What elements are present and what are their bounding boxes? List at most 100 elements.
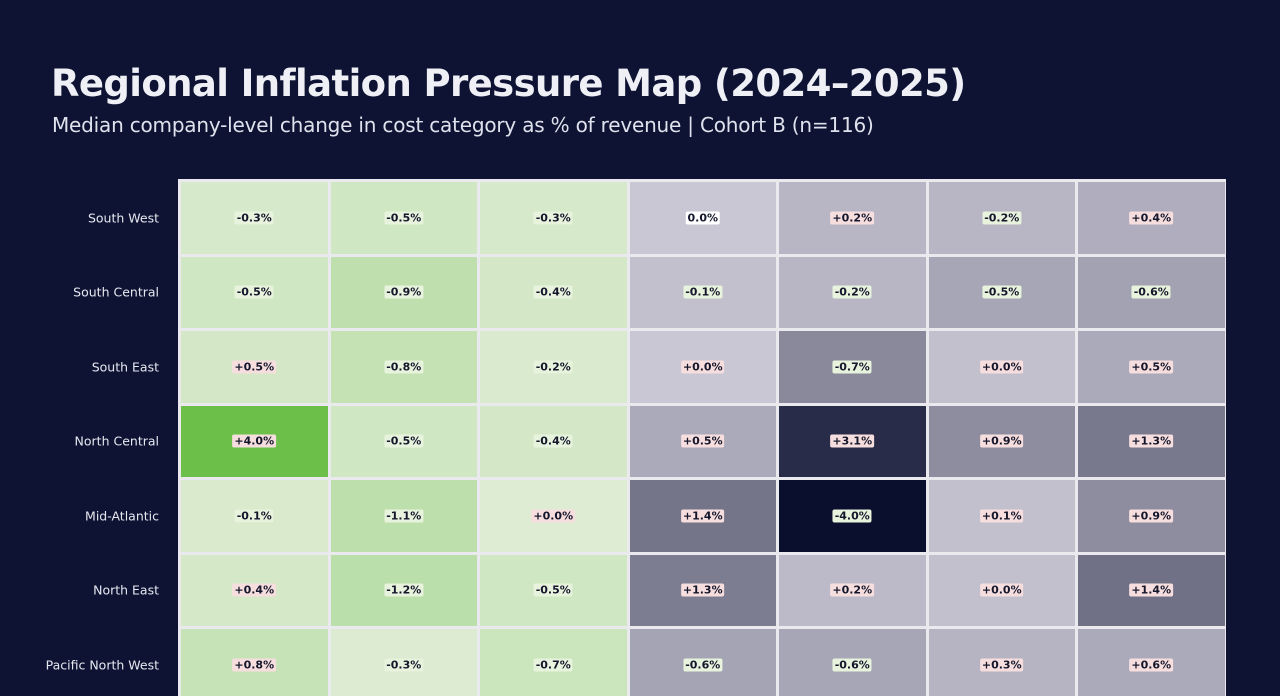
- cell-value-label: +1.3%: [680, 583, 725, 597]
- heatmap-cell: -0.3%: [330, 629, 477, 696]
- cell-value-label: +0.2%: [830, 583, 875, 597]
- row-label: South Central: [73, 284, 159, 300]
- cell-value-label: -0.2%: [982, 211, 1022, 225]
- cell-value-label: -1.1%: [384, 509, 424, 523]
- cell-value-label: -0.8%: [384, 360, 424, 374]
- cell-value-label: -1.2%: [384, 583, 424, 597]
- cell-value-label: +0.1%: [979, 509, 1024, 523]
- heatmap-cell: +1.4%: [629, 480, 776, 552]
- heatmap-cell: -0.6%: [629, 629, 776, 696]
- cell-value-label: +3.1%: [830, 434, 875, 448]
- cell-value-label: +0.4%: [1129, 211, 1174, 225]
- heatmap-cell: -0.2%: [480, 331, 627, 403]
- heatmap-cell: -0.5%: [181, 256, 328, 328]
- heatmap-cell: -0.6%: [1078, 256, 1225, 328]
- heatmap-cell: -0.3%: [480, 182, 627, 254]
- row-label: North Central: [74, 433, 159, 449]
- heatmap-cell: -0.4%: [480, 256, 627, 328]
- heatmap-cell: +0.5%: [181, 331, 328, 403]
- cell-value-label: -0.4%: [533, 434, 573, 448]
- heatmap-cell: -0.6%: [779, 629, 926, 696]
- cell-value-label: -0.5%: [533, 583, 573, 597]
- heatmap-cell: +0.2%: [779, 182, 926, 254]
- heatmap-cell: +0.4%: [1078, 182, 1225, 254]
- cell-value-label: +0.2%: [830, 211, 875, 225]
- heatmap-cell: -0.4%: [480, 405, 627, 477]
- heatmap-cell: +0.3%: [928, 629, 1075, 696]
- heatmap-cell: +0.5%: [629, 405, 776, 477]
- cell-value-label: +4.0%: [232, 434, 277, 448]
- cell-value-label: -0.3%: [533, 211, 573, 225]
- heatmap-cell: +4.0%: [181, 405, 328, 477]
- heatmap-cell: +0.1%: [928, 480, 1075, 552]
- cell-value-label: -0.1%: [683, 285, 723, 299]
- cell-value-label: -0.2%: [533, 360, 573, 374]
- cell-value-label: -0.2%: [832, 285, 872, 299]
- heatmap-cell: -0.5%: [330, 405, 477, 477]
- heatmap-cell: -0.2%: [779, 256, 926, 328]
- cell-value-label: -0.6%: [683, 658, 723, 672]
- heatmap-cell: -0.8%: [330, 331, 477, 403]
- heatmap-cell: +0.0%: [928, 554, 1075, 626]
- cell-value-label: +0.0%: [979, 583, 1024, 597]
- cell-value-label: +0.8%: [232, 658, 277, 672]
- chart-title: Regional Inflation Pressure Map (2024–20…: [51, 62, 966, 105]
- cell-value-label: +0.9%: [979, 434, 1024, 448]
- cell-value-label: +0.0%: [680, 360, 725, 374]
- cell-value-label: 0.0%: [685, 211, 721, 225]
- heatmap-cell: -1.1%: [330, 480, 477, 552]
- heatmap-cell: +1.3%: [1078, 405, 1225, 477]
- heatmap-cell: +0.5%: [1078, 331, 1225, 403]
- cell-value-label: +1.4%: [1129, 583, 1174, 597]
- heatmap-cell: +3.1%: [779, 405, 926, 477]
- cell-value-label: +0.5%: [680, 434, 725, 448]
- cell-value-label: -0.1%: [234, 509, 274, 523]
- row-label: Mid-Atlantic: [85, 508, 159, 524]
- heatmap-cell: +0.6%: [1078, 629, 1225, 696]
- cell-value-label: +0.4%: [232, 583, 277, 597]
- cell-value-label: -0.3%: [384, 658, 424, 672]
- heatmap-cell: -0.9%: [330, 256, 477, 328]
- cell-value-label: +1.3%: [1129, 434, 1174, 448]
- heatmap-cell: -0.5%: [928, 256, 1075, 328]
- cell-value-label: -0.5%: [982, 285, 1022, 299]
- row-label: Pacific North West: [45, 657, 159, 673]
- cell-value-label: -0.7%: [533, 658, 573, 672]
- heatmap-cell: -0.5%: [330, 182, 477, 254]
- heatmap-cell: +0.8%: [181, 629, 328, 696]
- cell-value-label: +0.0%: [979, 360, 1024, 374]
- heatmap-cell: +0.2%: [779, 554, 926, 626]
- heatmap-cell: +0.9%: [928, 405, 1075, 477]
- heatmap-cell: -0.2%: [928, 182, 1075, 254]
- cell-value-label: -0.5%: [384, 434, 424, 448]
- cell-value-label: -0.3%: [234, 211, 274, 225]
- heatmap-cell: +0.9%: [1078, 480, 1225, 552]
- heatmap-cell: -0.7%: [779, 331, 926, 403]
- heatmap-cell: -0.7%: [480, 629, 627, 696]
- cell-value-label: -0.5%: [234, 285, 274, 299]
- heatmap-cell: -0.5%: [480, 554, 627, 626]
- heatmap-cell: +1.4%: [1078, 554, 1225, 626]
- cell-value-label: +0.5%: [232, 360, 277, 374]
- heatmap-cell: +0.0%: [928, 331, 1075, 403]
- heatmap-cell: -4.0%: [779, 480, 926, 552]
- row-label: North East: [93, 582, 159, 598]
- heatmap-cell: 0.0%: [629, 182, 776, 254]
- cell-value-label: -0.4%: [533, 285, 573, 299]
- heatmap-cell: -0.3%: [181, 182, 328, 254]
- heatmap-cell: -0.1%: [629, 256, 776, 328]
- cell-value-label: +0.0%: [531, 509, 576, 523]
- cell-value-label: -0.9%: [384, 285, 424, 299]
- heatmap-cell: +1.3%: [629, 554, 776, 626]
- cell-value-label: +0.3%: [979, 658, 1024, 672]
- cell-value-label: -0.6%: [1131, 285, 1171, 299]
- cell-value-label: +0.5%: [1129, 360, 1174, 374]
- cell-value-label: +1.4%: [680, 509, 725, 523]
- heatmap-cell: -1.2%: [330, 554, 477, 626]
- cell-value-label: -4.0%: [832, 509, 872, 523]
- chart-subtitle: Median company-level change in cost cate…: [52, 113, 874, 137]
- cell-value-label: +0.6%: [1129, 658, 1174, 672]
- heatmap-grid: -0.3% -0.5% -0.3% 0.0% +0.2% -0.2% +0.4% -0.5% -…: [178, 179, 1226, 696]
- heatmap-cell: +0.0%: [480, 480, 627, 552]
